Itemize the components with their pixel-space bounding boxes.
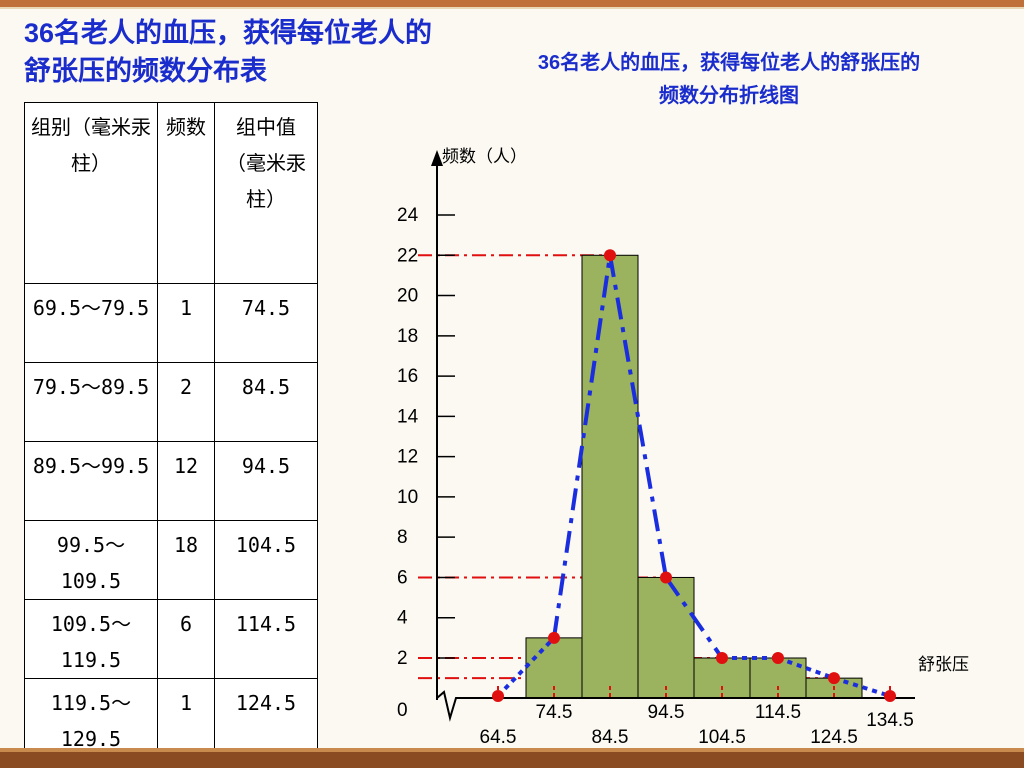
x-tick-label: 124.5: [810, 727, 858, 748]
y-tick-label: 4: [397, 608, 408, 629]
x-tick-label: 74.5: [536, 702, 573, 723]
x-tick-label: 114.5: [755, 702, 801, 723]
y-tick-label: 24: [397, 205, 419, 226]
cell-group: 99.5～109.5: [24, 520, 158, 600]
y-tick-label: 18: [397, 326, 418, 347]
y-axis-arrow: [431, 150, 443, 166]
cell-midpoint: 94.5: [214, 441, 318, 521]
data-point: [716, 652, 728, 664]
x-tick-label: 94.5: [648, 702, 685, 723]
data-point: [548, 631, 560, 644]
bottom-decor-band: [0, 752, 1024, 768]
cell-group: 79.5～89.5: [24, 362, 158, 442]
y-tick-label: 14: [397, 406, 419, 427]
y-tick-label: 22: [397, 245, 418, 266]
y-tick-label: 16: [397, 366, 418, 387]
data-point: [828, 672, 840, 685]
histogram-bar: [749, 657, 807, 699]
cell-group: 109.5～119.5: [24, 599, 158, 679]
x-tick-label: 134.5: [866, 710, 914, 731]
table-row: 89.5～99.5 12 94.5: [24, 441, 318, 521]
table-title-text: 名老人的血压，获得每位老人的舒张压的频数分布表: [24, 18, 433, 87]
x-tick-label: 104.5: [698, 727, 746, 748]
data-point: [884, 690, 896, 702]
y-tick-label: 6: [397, 567, 408, 588]
top-decor-line: [0, 7, 1024, 9]
histogram-bar: [581, 254, 639, 699]
table-row: 69.5～79.5 1 74.5: [24, 283, 318, 363]
cell-midpoint: 104.5: [214, 520, 318, 600]
polygon-points: [492, 249, 896, 702]
header-frequency: 频数: [157, 102, 215, 284]
top-decor-band: [0, 0, 1024, 7]
chart-title: 36名老人的血压，获得每位老人的舒张压的频数分布折线图: [534, 46, 924, 111]
table-row: 109.5～119.5 6 114.5: [24, 599, 318, 679]
y-tick-label: 10: [397, 487, 418, 508]
y-axis-label: 频数（人）: [442, 147, 527, 167]
x-axis-label: 舒张压: [918, 655, 969, 675]
polygon-segment: [552, 254, 612, 639]
cell-midpoint: 74.5: [214, 283, 318, 363]
chart-axes: [431, 150, 915, 722]
x-tick-label: 64.5: [480, 727, 517, 748]
polygon-segment: [496, 636, 556, 698]
cell-midpoint: 84.5: [214, 362, 318, 442]
y-tick-label: 0: [397, 700, 408, 721]
cell-midpoint: 114.5: [214, 599, 318, 679]
data-point: [604, 249, 616, 262]
data-point: [492, 690, 504, 702]
histogram-bar: [637, 576, 695, 699]
polygon-segment: [608, 254, 668, 578]
chart-title-text: 名老人的血压，获得每位老人的舒张压的频数分布折线图: [560, 50, 921, 107]
cell-midpoint: 124.5: [214, 678, 318, 758]
cell-group: 119.5～129.5: [24, 678, 158, 758]
x-tick-labels: 74.5 94.5 114.5 134.5 64.5 84.5 104.5 124.5: [480, 702, 914, 748]
y-tick-label: 20: [397, 286, 418, 307]
cell-frequency: 18: [157, 520, 215, 600]
cell-group: 69.5～79.5: [24, 283, 158, 363]
x-tick-label: 84.5: [592, 727, 629, 748]
axis-break-mark: [436, 690, 462, 722]
data-point: [772, 652, 784, 664]
bottom-decor-line: [0, 748, 1024, 752]
table-title-number: 36: [24, 18, 55, 48]
polygon-segment: [664, 576, 724, 660]
table-row: 99.5～109.5 18 104.5: [24, 520, 318, 600]
cell-group: 89.5～99.5: [24, 441, 158, 521]
y-tick-label: 2: [397, 648, 408, 669]
chart-title-number: 36: [537, 52, 561, 74]
y-tick-label: 12: [397, 447, 418, 468]
table-row: 79.5～89.5 2 84.5: [24, 362, 318, 442]
cell-frequency: 6: [157, 599, 215, 679]
table-row: 119.5～129.5 1 124.5: [24, 678, 318, 758]
frequency-polygon: [496, 254, 891, 698]
cell-frequency: 2: [157, 362, 215, 442]
header-group: 组别（毫米汞柱）: [24, 102, 158, 284]
table-title: 36名老人的血压，获得每位老人的舒张压的频数分布表: [24, 14, 444, 91]
cell-frequency: 1: [157, 283, 215, 363]
y-tick-label: 8: [397, 527, 408, 548]
frequency-table: 组别（毫米汞柱） 频数 组中值（毫米汞柱） 69.5～79.5 1 74.5 7…: [24, 102, 318, 758]
data-point: [660, 571, 672, 584]
